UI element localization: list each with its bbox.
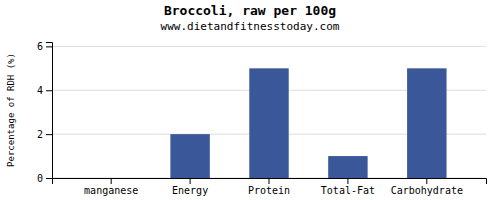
x-tick-mark — [269, 178, 270, 184]
bar — [328, 156, 367, 178]
x-tick: Total-Fat — [321, 178, 375, 196]
x-tick-mark — [426, 178, 427, 184]
y-tick-label: 4 — [37, 85, 43, 96]
x-tick-label: Protein — [248, 185, 290, 196]
chart-container: Broccoli, raw per 100g www.dietandfitness… — [0, 0, 500, 200]
y-tick: 4 — [37, 85, 52, 96]
x-axis-line — [53, 179, 487, 185]
bar — [407, 68, 446, 178]
bar — [170, 134, 209, 178]
y-tick-mark — [46, 46, 52, 47]
title: Broccoli, raw per 100g — [164, 3, 336, 18]
bar — [91, 178, 130, 179]
bars — [170, 68, 446, 178]
y-tick-label: 0 — [37, 173, 43, 184]
subtitle: www.dietandfitnesstoday.com — [161, 20, 340, 33]
x-tick-label: Total-Fat — [321, 185, 375, 196]
x-tick-mark — [111, 178, 112, 184]
x-tick: Protein — [248, 178, 290, 196]
y-tick: 6 — [37, 41, 52, 52]
chart-svg: Broccoli, raw per 100g www.dietandfitness… — [0, 0, 500, 200]
y-tick-label: 6 — [37, 41, 43, 52]
x-tick-label: manganese — [84, 185, 138, 196]
y-tick: 0 — [37, 173, 52, 184]
y-axis-line — [46, 43, 53, 179]
y-tick-mark — [46, 90, 52, 91]
grid — [52, 46, 486, 178]
x-tick: manganese — [84, 178, 138, 196]
y-tick-mark — [46, 134, 52, 135]
x-tick-label: Carbohydrate — [391, 185, 463, 196]
x-tick-label: Energy — [172, 185, 208, 196]
x-tick-mark — [190, 178, 191, 184]
x-tick: Carbohydrate — [391, 178, 463, 196]
x-tick-mark — [347, 178, 348, 184]
y-tick: 2 — [37, 129, 52, 140]
y-tick-mark — [46, 178, 52, 179]
y-axis-title: Percentage of RDH (%) — [6, 53, 16, 167]
bar — [249, 68, 288, 178]
y-tick-label: 2 — [37, 129, 43, 140]
x-tick: Energy — [172, 178, 208, 196]
y-axis: 0 2 4 6 — [37, 41, 53, 184]
grid-line — [52, 46, 486, 47]
x-axis: manganese Energy Protein Total-Fat Carbohydr… — [53, 178, 487, 196]
